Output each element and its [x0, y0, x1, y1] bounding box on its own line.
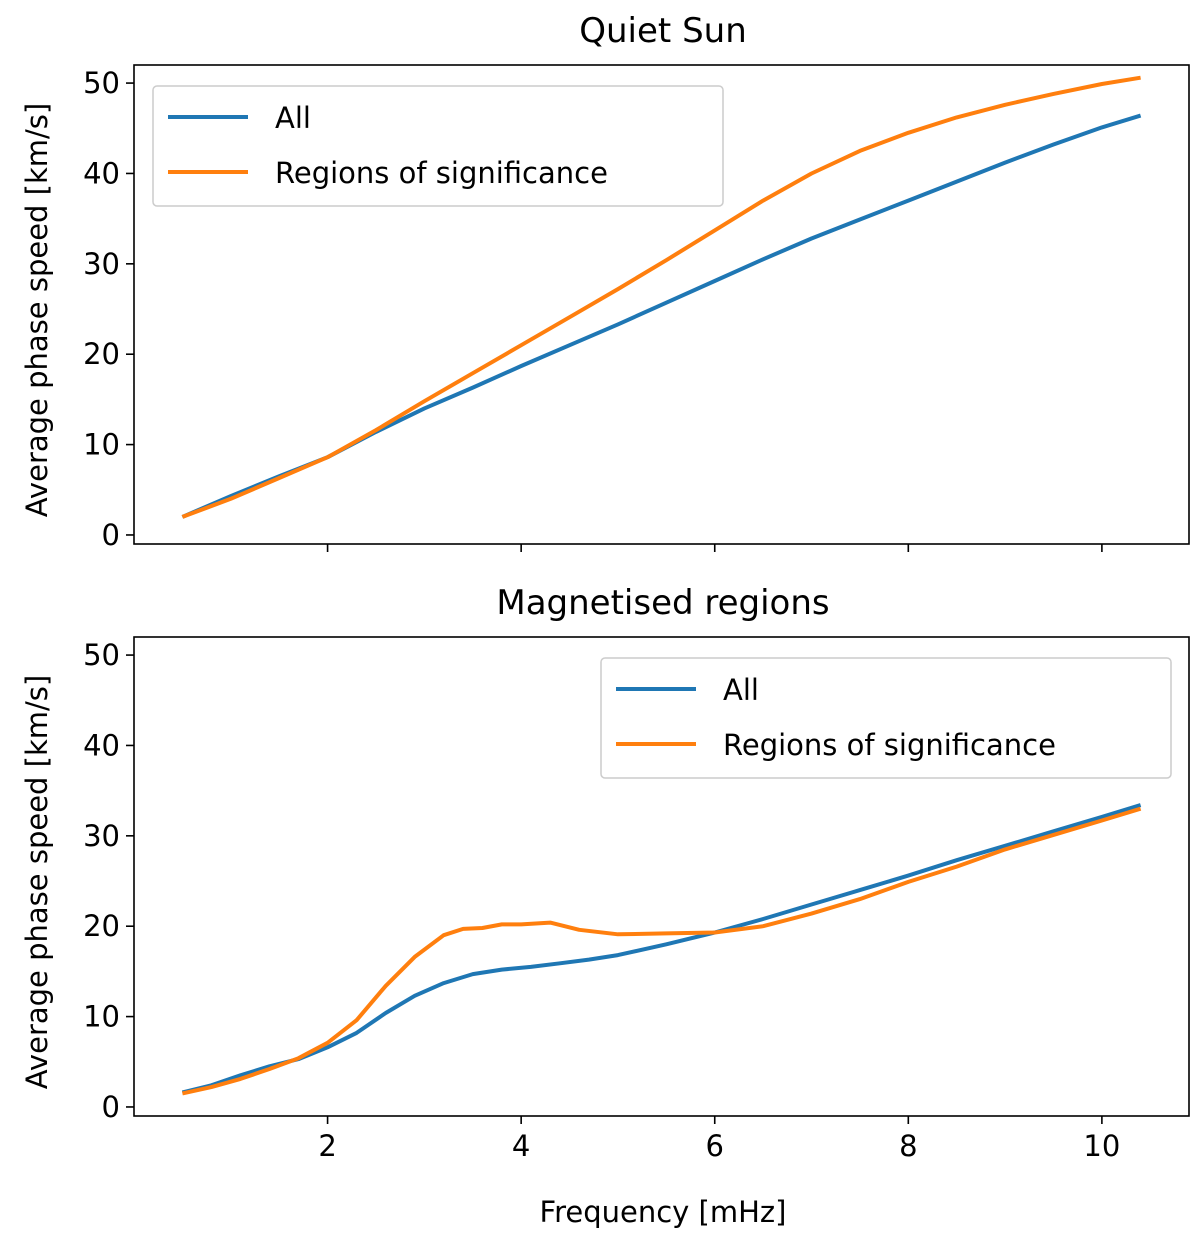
series-line-regions-of-significance: [181, 75, 1141, 519]
x-tick-label: 6: [706, 1129, 724, 1163]
legend-label-all: All: [723, 673, 759, 707]
x-tick-label: 2: [318, 1129, 336, 1163]
y-tick-label: 10: [83, 1000, 120, 1034]
legend-frame: [152, 85, 724, 207]
y-tick-label: 20: [83, 909, 120, 943]
y-tick-label: 30: [83, 819, 120, 853]
subplot-title: Quiet Sun: [579, 11, 747, 51]
x-axis-label: Frequency [mHz]: [540, 1195, 787, 1229]
y-ticks: 0 10 20 30 40 50: [83, 66, 134, 552]
series-lines: [181, 75, 1142, 519]
y-axis-label: Average phase speed [km/s]: [20, 103, 54, 517]
x-tick-label: 10: [1083, 1129, 1120, 1163]
series-line-regions-of-significance: [181, 806, 1142, 1096]
y-tick-label: 50: [83, 66, 120, 100]
legend-label-regions: Regions of significance: [275, 156, 608, 190]
legend: All Regions of significance: [152, 85, 724, 207]
x-tick-label: 8: [899, 1129, 917, 1163]
y-tick-label: 30: [83, 247, 120, 281]
legend-frame: [600, 657, 1172, 779]
axes-frame: [133, 64, 1190, 545]
y-ticks: 0 10 20 30 40 50: [83, 638, 134, 1124]
y-axis-label: Average phase speed [km/s]: [20, 675, 54, 1089]
series-lines: [181, 803, 1142, 1096]
x-ticks: 2 4 6 8 10: [318, 1116, 1120, 1163]
y-tick-label: 0: [102, 1090, 120, 1124]
y-tick-label: 40: [83, 728, 120, 762]
quiet-sun-subplot: Quiet Sun Average phase speed [km/s] 0 10…: [20, 11, 1190, 552]
x-ticks: [326, 544, 1103, 552]
subplot-title: Magnetised regions: [496, 583, 829, 623]
x-tick-label: 4: [512, 1129, 530, 1163]
y-tick-label: 40: [83, 156, 120, 190]
legend-label-regions: Regions of significance: [723, 728, 1056, 762]
y-tick-label: 20: [83, 337, 120, 371]
y-tick-label: 10: [83, 428, 120, 462]
y-tick-label: 0: [102, 518, 120, 552]
series-line-all: [181, 803, 1142, 1095]
legend-label-all: All: [275, 101, 311, 135]
magnetised-regions-subplot: Magnetised regions Average phase speed […: [20, 583, 1190, 1229]
axes-frame: [133, 636, 1190, 1117]
y-tick-label: 50: [83, 638, 120, 672]
legend: All Regions of significance: [600, 657, 1172, 779]
